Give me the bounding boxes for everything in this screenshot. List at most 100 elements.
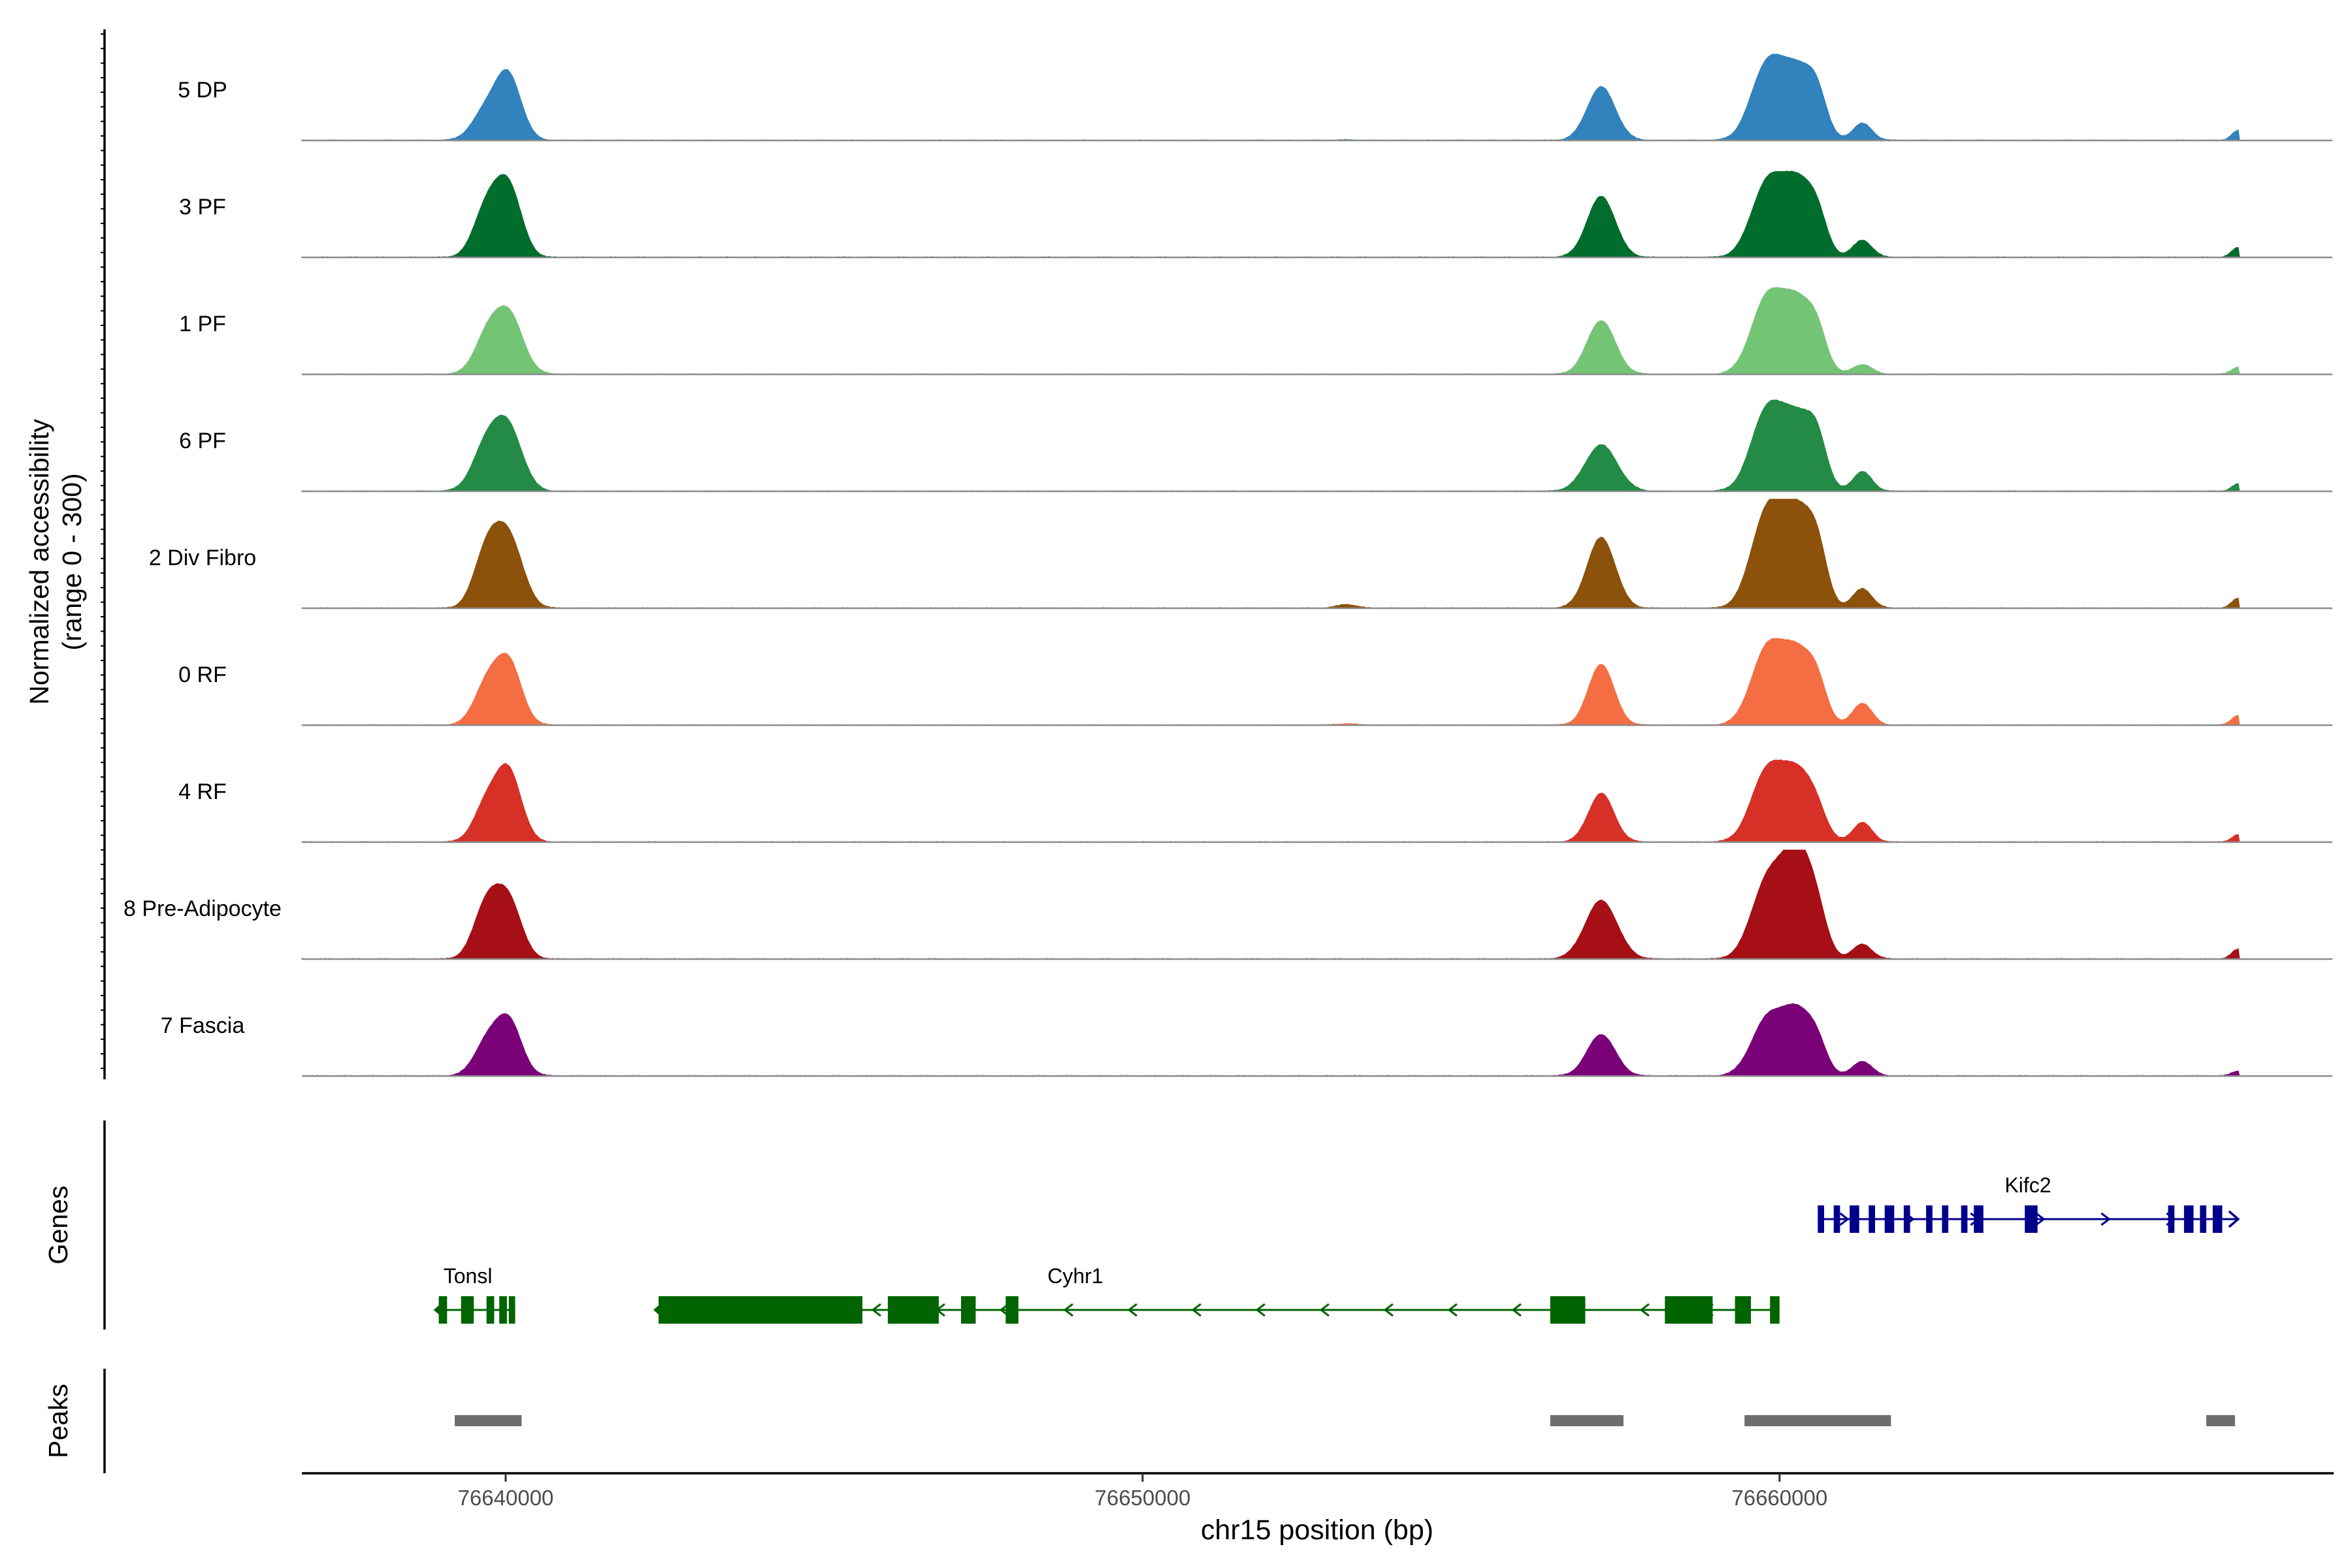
strand-chevron [2100, 1212, 2111, 1226]
coverage-y-axis-title-line2: (range 0 - 300) [57, 473, 87, 650]
coverage-track: 3 PF [179, 171, 2332, 259]
exon-block [1961, 1205, 1968, 1233]
gene-cyhr1: Cyhr1 [653, 1264, 1780, 1324]
x-tick: 76650000 [1094, 1473, 1190, 1510]
gene-model [433, 1296, 515, 1324]
strand-chevron [1319, 1303, 1330, 1317]
exon-block [1770, 1296, 1780, 1324]
strand-chevron [459, 1303, 470, 1317]
exon-block [659, 1296, 862, 1324]
track-label: 1 PF [179, 312, 226, 336]
coverage-panels: 5 DP 3 PF 1 PF 6 PF 2 Div Fibro 0 RF [123, 54, 2332, 1077]
coverage-track: 5 DP [178, 54, 2332, 142]
track-label: 7 Fascia [161, 1013, 245, 1038]
strand-chevron [999, 1303, 1009, 1317]
x-tick: 76660000 [1731, 1473, 1827, 1510]
genes-panel-title: Genes [43, 1186, 73, 1265]
strand-arrow [653, 1302, 662, 1318]
strand-chevron [1970, 1212, 1980, 1226]
x-tick-label: 76650000 [1094, 1486, 1190, 1510]
strand-chevron [2166, 1212, 2176, 1226]
track-label: 5 DP [178, 78, 227, 103]
strand-arrow [433, 1302, 443, 1318]
gene-tonsl: Tonsl [433, 1264, 515, 1324]
peak-region [1550, 1415, 1624, 1426]
track-label: 6 PF [179, 429, 226, 453]
gene-model [653, 1296, 1780, 1324]
coverage-track: 1 PF [179, 287, 2332, 376]
exon-block [1550, 1296, 1586, 1324]
gene-model [1818, 1205, 2240, 1233]
x-tick-label: 76660000 [1731, 1486, 1827, 1510]
x-axis-title: chr15 position (bp) [1201, 1514, 1433, 1546]
peak-regions [455, 1415, 2235, 1426]
exon-block [461, 1296, 474, 1324]
exon-block [887, 1296, 939, 1324]
coverage-y-axis-title-line1: Normalized accessibility [24, 419, 54, 705]
strand-chevron [1703, 1303, 1714, 1317]
gene-kifc2: Kifc2 [1818, 1173, 2240, 1233]
strand-chevron [1511, 1303, 1522, 1317]
strand-chevron [1447, 1303, 1458, 1317]
peaks-panel-title: Peaks [43, 1384, 73, 1458]
exon-block [961, 1296, 976, 1324]
exon-block [1735, 1296, 1751, 1324]
strand-chevron [935, 1303, 945, 1317]
coverage-track: 6 PF [179, 399, 2332, 493]
peak-region [1744, 1415, 1891, 1426]
exon-block [1926, 1205, 1933, 1233]
exon-block [1942, 1205, 1949, 1233]
peak-region [455, 1415, 522, 1426]
exon-block [2212, 1205, 2223, 1233]
track-label: 4 RF [178, 779, 227, 804]
exon-block [1884, 1205, 1895, 1233]
strand-chevron [1063, 1303, 1073, 1317]
exon-block [2200, 1205, 2206, 1233]
strand-chevron [1127, 1303, 1137, 1317]
exon-block [1005, 1296, 1019, 1324]
coverage-track: 4 RF [178, 759, 2332, 843]
x-axis: 76640000 76650000 76660000 chr15 positio… [302, 1472, 2334, 1546]
strand-chevron [1191, 1303, 1201, 1317]
track-label: 0 RF [178, 662, 227, 687]
gene-label: Cyhr1 [1047, 1264, 1103, 1288]
exon-block [1850, 1205, 1859, 1233]
exon-block [499, 1296, 507, 1324]
track-label: 2 Div Fibro [149, 546, 256, 570]
strand-chevron [1839, 1212, 1850, 1226]
strand-chevron [871, 1303, 881, 1317]
track-label: 8 Pre-Adipocyte [123, 896, 282, 921]
coverage-track: 8 Pre-Adipocyte [123, 849, 2332, 960]
coverage-track: 0 RF [178, 638, 2332, 727]
strand-chevron [1575, 1303, 1586, 1317]
exon-block [2025, 1205, 2038, 1233]
strand-chevron [1639, 1303, 1650, 1317]
exon-block [1869, 1205, 1875, 1233]
gene-label: Tonsl [444, 1264, 493, 1288]
peak-region [2206, 1415, 2235, 1426]
exon-block [1818, 1205, 1824, 1233]
gene-label: Kifc2 [2004, 1173, 2051, 1197]
exon-block [438, 1296, 448, 1324]
exon-block [2168, 1205, 2175, 1233]
coverage-track: 7 Fascia [161, 1003, 2332, 1077]
strand-chevron [743, 1303, 753, 1317]
strand-chevron [1383, 1303, 1394, 1317]
coverage-track: 2 Div Fibro [149, 498, 2332, 610]
strand-chevron [2035, 1212, 2046, 1226]
x-tick: 76640000 [458, 1473, 554, 1510]
exon-block [2183, 1205, 2194, 1233]
exon-block [486, 1296, 495, 1324]
exon-block [1903, 1205, 1910, 1233]
coverage-axis-ticks [101, 33, 105, 1070]
strand-chevron [1904, 1212, 1915, 1226]
strand-chevron [679, 1303, 689, 1317]
strand-chevron [807, 1303, 817, 1317]
exon-block [1833, 1205, 1840, 1233]
coverage-y-axis [101, 29, 106, 1079]
strand-arrow [2228, 1210, 2240, 1228]
x-tick-label: 76640000 [458, 1486, 554, 1510]
exon-block [508, 1296, 515, 1324]
